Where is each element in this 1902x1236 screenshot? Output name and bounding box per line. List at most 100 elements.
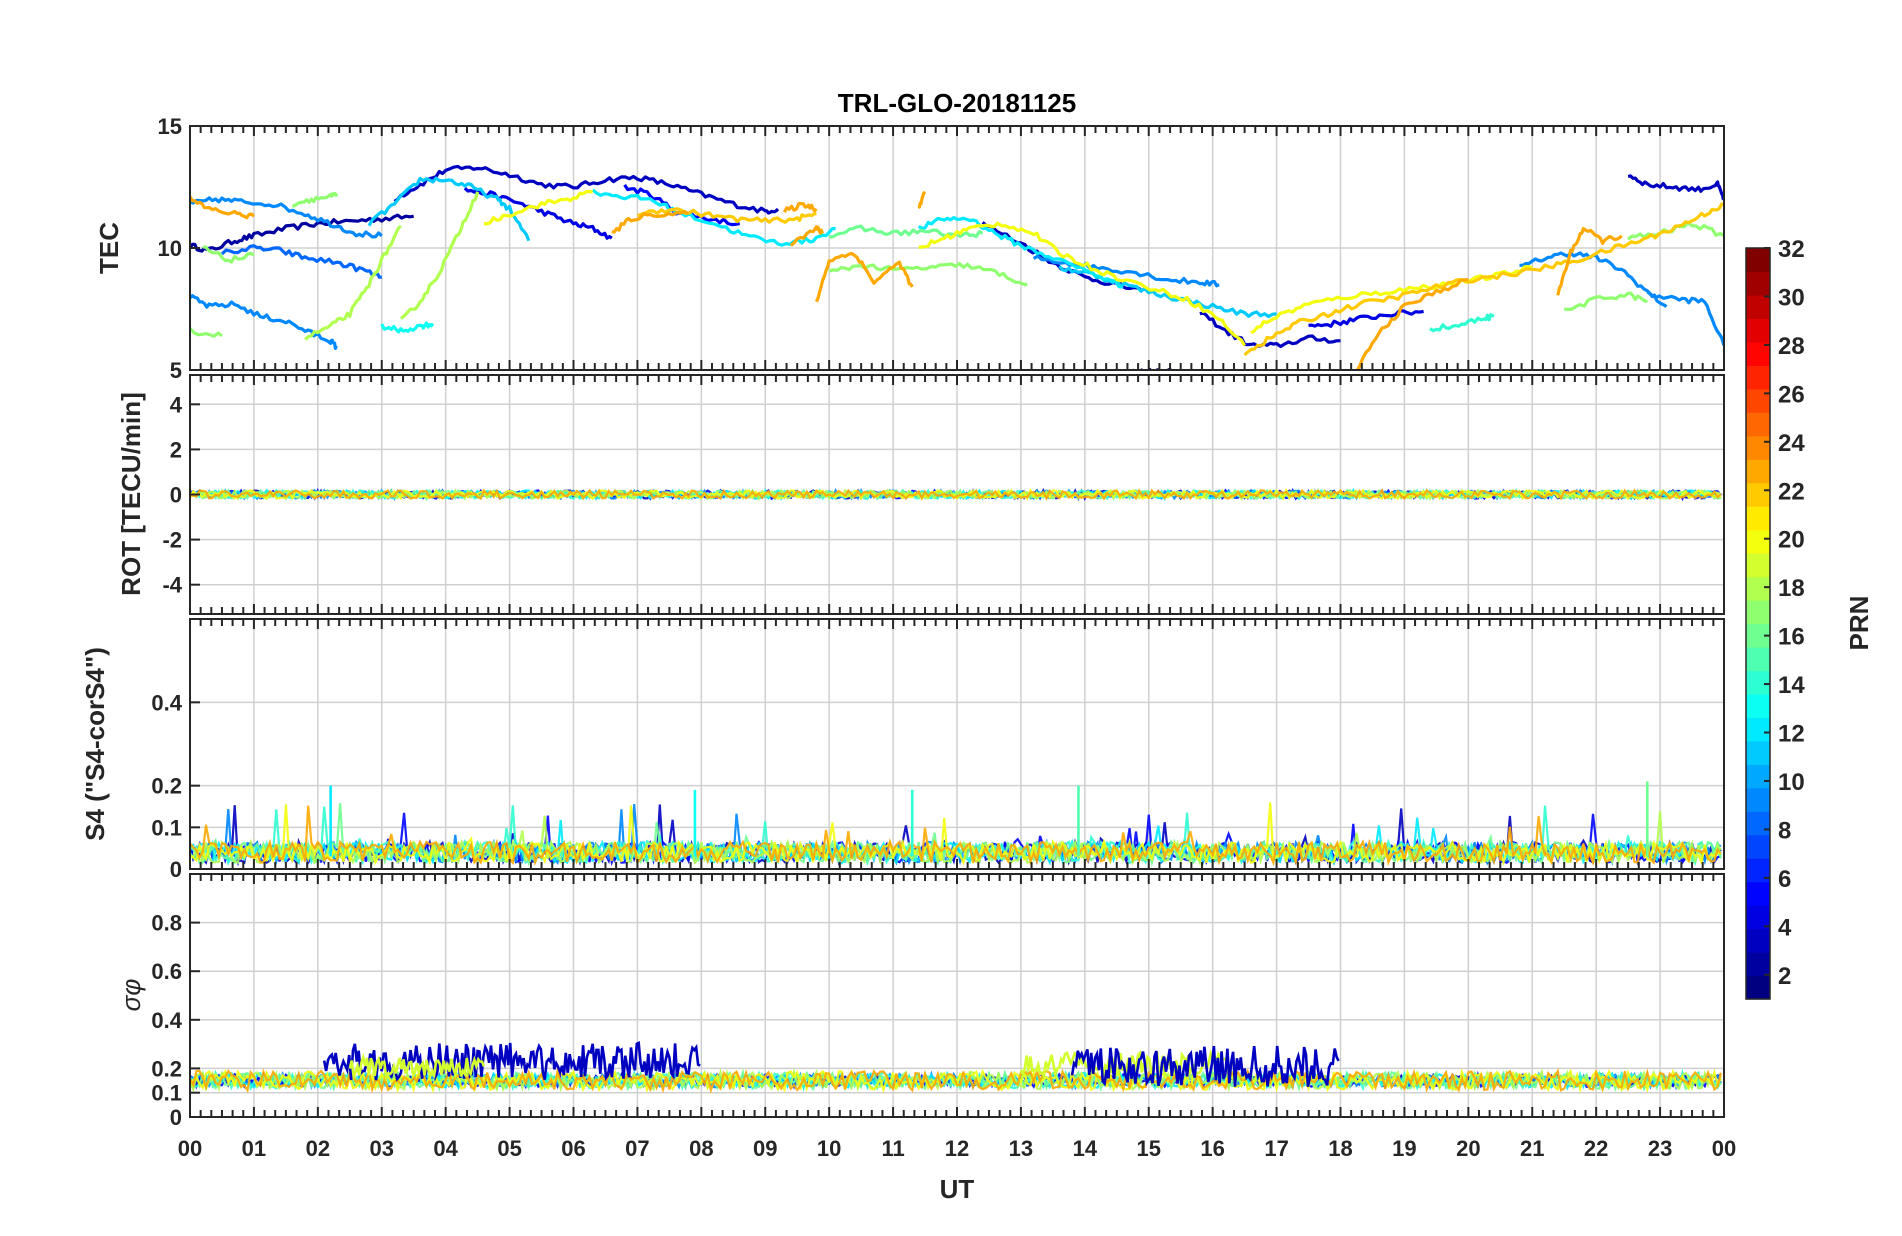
colorbar-swatch — [1746, 600, 1770, 625]
y-tick-label: 0 — [170, 857, 182, 882]
tec-series-prn-16 — [829, 224, 984, 239]
colorbar-tick-label: 14 — [1778, 672, 1805, 699]
x-tick-label: 05 — [497, 1136, 521, 1161]
tec-series-prn-23 — [611, 209, 690, 234]
tec-series-prn-8 — [220, 244, 382, 279]
x-tick-label: 19 — [1392, 1136, 1416, 1161]
y-tick-label: -4 — [162, 573, 182, 598]
colorbar-swatch — [1746, 740, 1770, 765]
sigma_phi-series — [190, 1041, 1722, 1095]
tec-series-prn-23 — [814, 251, 914, 303]
colorbar-swatch — [1746, 248, 1770, 273]
x-tick-label: 18 — [1328, 1136, 1352, 1161]
colorbar-swatch — [1746, 553, 1770, 578]
x-tick-label: 10 — [817, 1136, 841, 1161]
tec-series-prn-17 — [202, 245, 255, 264]
panel-s4: 0 0.1 0.2 0.4 S4 ("S4-corS4") — [80, 618, 1725, 882]
colorbar-swatch — [1746, 670, 1770, 695]
y-tick-label: 4 — [170, 392, 183, 417]
colorbar-tick-label: 26 — [1778, 381, 1805, 408]
colorbar-swatch — [1746, 693, 1770, 718]
y-tick-label: 0 — [170, 1105, 182, 1130]
tec-series-prn-13 — [380, 321, 435, 334]
colorbar-tick-label: 30 — [1778, 284, 1805, 311]
colorbar-swatch — [1746, 646, 1770, 672]
sigma_phi-series-prn-23 — [190, 1067, 1722, 1095]
s4-series-prn-23 — [190, 805, 1722, 867]
colorbar-tick-label: 22 — [1778, 478, 1805, 505]
sigma-elevated-prn-19 — [348, 1052, 486, 1083]
y-tick-label: 0.8 — [151, 911, 182, 936]
tec-series-prn-20 — [483, 190, 593, 226]
tec-series-prn-11 — [367, 176, 531, 242]
x-tick-label: 12 — [945, 1136, 969, 1161]
colorbar-swatch — [1746, 952, 1770, 977]
colorbar-swatch — [1746, 365, 1770, 390]
tec-series-prn-9 — [190, 196, 383, 239]
tec-series-prn-9 — [1519, 251, 1668, 308]
colorbar-swatch — [1746, 905, 1770, 930]
tec-series-prn-23 — [782, 202, 818, 213]
panel-rot: -4 -2 0 2 4 ROT [TECU/min] — [116, 374, 1725, 615]
colorbar-tick-label: 32 — [1778, 236, 1805, 263]
x-tick-label: 04 — [433, 1136, 458, 1161]
colorbar-swatch — [1746, 764, 1770, 789]
colorbar-tick-label: 16 — [1778, 624, 1805, 651]
colorbar-tick-label: 8 — [1778, 817, 1791, 844]
tec-series-prn-17 — [828, 261, 1028, 287]
tec-series-prn-14 — [1429, 313, 1495, 333]
colorbar-label: PRN — [1844, 596, 1874, 651]
colorbar-tick-label: 28 — [1778, 333, 1805, 360]
tec-series-prn-9 — [190, 294, 338, 350]
colorbar-swatch — [1746, 529, 1770, 554]
x-axis-label: UT — [940, 1174, 975, 1204]
colorbar-tick-label: 18 — [1778, 575, 1805, 602]
y-tick-label: 0.4 — [151, 690, 182, 715]
tec-series-prn-23 — [1355, 278, 1469, 370]
colorbar-swatch — [1746, 834, 1770, 859]
rot-series-prn-23 — [190, 488, 1722, 501]
y-tick-label: 10 — [158, 236, 182, 261]
x-tick-label: 00 — [178, 1136, 202, 1161]
tec-series-prn-22 — [636, 207, 817, 224]
x-tick-label: 02 — [306, 1136, 330, 1161]
tec-series-prn-3 — [1627, 174, 1724, 201]
colorbar-tick-label: 24 — [1778, 430, 1805, 457]
colorbar-swatch — [1746, 975, 1770, 1000]
colorbar-swatch — [1746, 459, 1770, 484]
colorbar-swatch — [1746, 811, 1770, 836]
x-tick-label: 22 — [1584, 1136, 1608, 1161]
tec-series-prn-23 — [190, 196, 255, 220]
x-tick-label: 15 — [1137, 1136, 1161, 1161]
rot-series — [190, 487, 1722, 502]
y-axis-label-rot: ROT [TECU/min] — [116, 392, 146, 596]
y-tick-label: 0.6 — [151, 959, 182, 984]
tec-series-prn-20 — [1250, 265, 1533, 335]
x-tick-label: 20 — [1456, 1136, 1480, 1161]
y-tick-label: 5 — [170, 358, 182, 383]
colorbar-swatch — [1746, 717, 1770, 742]
tec-series-prn-17 — [1563, 291, 1648, 312]
tec-series-prn-12 — [917, 215, 1124, 289]
tec-series-prn-18 — [304, 224, 402, 341]
x-tick-label: 11 — [881, 1136, 904, 1161]
colorbar-swatch — [1746, 318, 1770, 343]
tec-series-prn-4 — [1308, 309, 1424, 328]
y-tick-label: 0.4 — [151, 1008, 182, 1033]
x-tick-label: 09 — [753, 1136, 777, 1161]
tec-series-prn-18 — [399, 191, 480, 320]
colorbar-swatch — [1746, 506, 1770, 531]
y-axis-label-s4: S4 ("S4-corS4") — [80, 647, 110, 841]
tec-series-prn-23 — [917, 190, 927, 209]
tec-series-prn-20 — [918, 221, 1246, 347]
y-axis-label-sigma_phi: σφ — [116, 979, 146, 1012]
sigma-elevated-prn-19 — [1019, 1049, 1234, 1080]
y-tick-label: 0.2 — [151, 774, 182, 799]
tec-series-prn-17 — [190, 327, 223, 338]
y-tick-label: 0.1 — [151, 815, 182, 840]
tec-series-prn-3 — [393, 164, 780, 215]
colorbar-swatch — [1746, 928, 1770, 953]
colorbar-swatch — [1746, 412, 1770, 437]
